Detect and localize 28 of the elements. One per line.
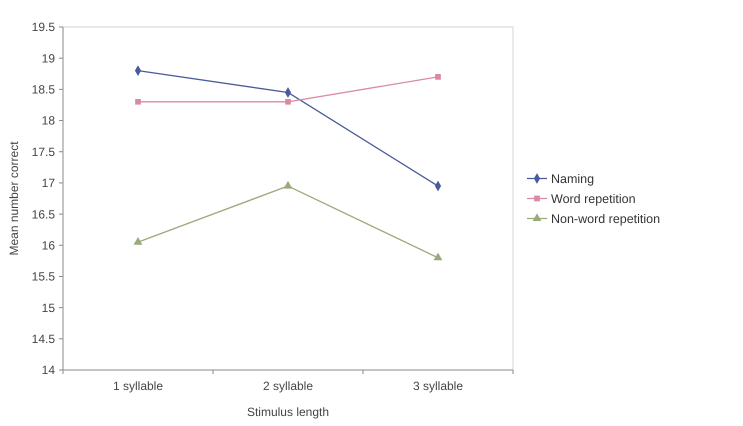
point (285, 98, 291, 105)
y-tick-label: 15 (42, 300, 56, 315)
x-tick-label: 2 syllable (262, 379, 314, 393)
point (134, 238, 142, 245)
y-tick-label: 17 (42, 176, 56, 190)
y-tick-label: 15.5 (32, 270, 56, 284)
y-tick-label: 18 (42, 114, 56, 128)
y-tick-label: 16 (42, 238, 56, 252)
x-tick-label: 3 syllable (412, 379, 464, 393)
y-tick-label: 19.5 (32, 20, 56, 34)
x-axis-title: Stimulus length (246, 405, 330, 419)
legend-label: Naming (551, 172, 594, 186)
y-tick-label: 18.5 (32, 82, 56, 97)
point (434, 253, 442, 260)
y-tick-label: 16.5 (32, 207, 56, 222)
y-tick-label: 14.5 (32, 332, 56, 346)
y-tick-label: 17.5 (32, 144, 56, 159)
legend-label: Non-word repetition (551, 212, 660, 226)
y-tick-label: 14 (42, 363, 56, 378)
point (135, 98, 141, 105)
point (284, 88, 292, 98)
y-tick-label: 19 (42, 51, 56, 66)
legend-label: Word repetition (551, 192, 636, 206)
point (435, 74, 441, 80)
y-axis-title: Mean number correct (7, 140, 21, 256)
point (434, 181, 442, 191)
point (284, 181, 292, 189)
x-tick-label: 1 syllable (112, 379, 164, 393)
